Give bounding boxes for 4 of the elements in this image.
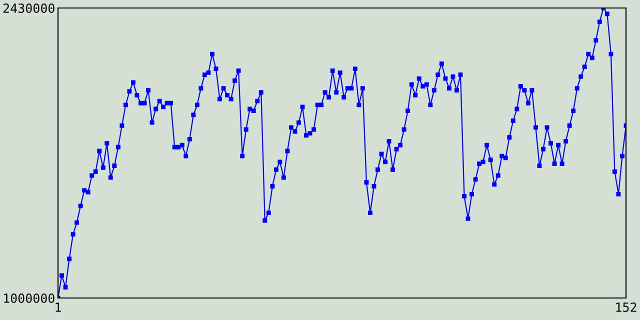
x-tick-label: 1 (56, 302, 61, 312)
x-tick-label: 152 (616, 302, 636, 312)
y-tick-label: 1000000 (4, 294, 54, 303)
y-tick-label: 2430000 (3, 4, 54, 13)
